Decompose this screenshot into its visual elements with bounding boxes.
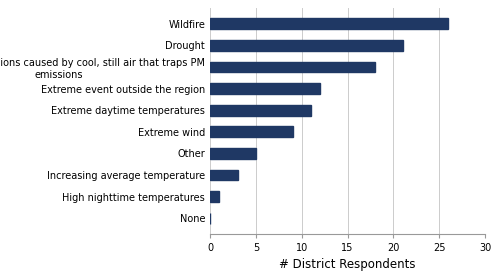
Bar: [210, 191, 219, 202]
Bar: [210, 170, 238, 180]
Bar: [210, 40, 402, 51]
Bar: [210, 126, 292, 137]
Bar: [210, 62, 375, 72]
Bar: [210, 18, 448, 29]
Bar: [210, 148, 256, 159]
Bar: [210, 83, 320, 94]
Bar: [210, 105, 311, 116]
X-axis label: # District Respondents: # District Respondents: [279, 258, 416, 271]
